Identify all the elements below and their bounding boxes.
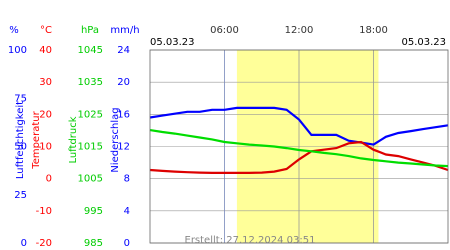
x-tick-label: 12:00 [285,25,314,36]
y-tick-label: -20 [36,238,52,249]
axis-unit: mm/h [110,25,139,36]
y-tick-label: 100 [8,45,27,56]
y-tick-label: 25 [14,190,27,201]
y-tick-label: 1015 [78,142,103,153]
date-right: 05.03.23 [401,37,446,48]
y-tick-label: -10 [36,206,52,217]
axis-label: Temperatur [31,110,42,169]
y-tick-label: 995 [84,206,103,217]
y-tick-label: 12 [117,142,130,153]
y-tick-label: 20 [39,109,52,120]
plot-border [149,49,449,244]
axis-unit: % [9,25,19,36]
axis-label: Niederschlag [110,107,121,172]
x-tick-label: 06:00 [210,25,239,36]
axis-label: Luftdruck [68,116,79,163]
date-left: 05.03.23 [150,37,195,48]
series-line [149,140,449,174]
y-tick-label: 0 [124,238,130,249]
axis-unit: hPa [81,25,99,36]
y-tick-label: 4 [124,206,130,217]
series-line [149,129,449,168]
y-tick-label: 0 [21,238,27,249]
y-tick-label: 10 [39,142,52,153]
y-tick-label: 16 [117,109,130,120]
created-note: Erstellt: 27.12.2024 03:51 [185,235,316,246]
y-tick-label: 24 [117,45,130,56]
y-tick-label: 75 [14,93,27,104]
y-tick-label: 1035 [78,77,103,88]
x-tick-label: 18:00 [359,25,388,36]
y-tick-label: 30 [39,77,52,88]
axis-label: Luftfeuchtigkeit [15,101,26,179]
y-tick-label: 50 [14,142,27,153]
y-tick-label: 1045 [78,45,103,56]
y-tick-label: 8 [124,174,130,185]
y-tick-label: 40 [39,45,52,56]
y-tick-label: 985 [84,238,103,249]
y-tick-label: 0 [46,174,52,185]
y-tick-label: 20 [117,77,130,88]
y-tick-label: 1025 [78,109,103,120]
series-line [149,106,449,146]
y-tick-label: 1005 [78,174,103,185]
axis-unit: °C [40,25,52,36]
